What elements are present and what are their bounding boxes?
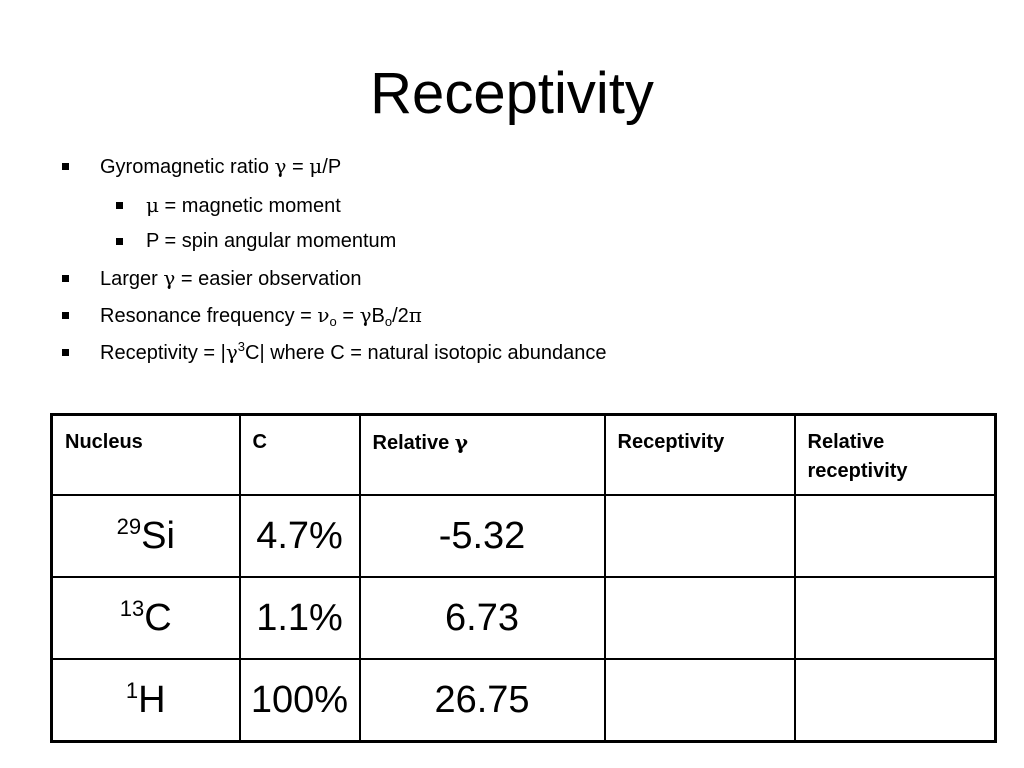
cell-relative-receptivity	[793, 575, 997, 660]
cell-c: 1.1%	[238, 575, 361, 660]
square-bullet-icon	[62, 163, 69, 170]
square-bullet-icon	[62, 349, 69, 356]
square-bullet-icon	[62, 312, 69, 319]
bullet-resonance-frequency: Resonance frequency = νo = γBo/2π	[62, 302, 422, 329]
bullet-gyromagnetic-ratio: Gyromagnetic ratio γ = μ/P	[62, 153, 341, 180]
cell-relative-gamma: 26.75	[358, 657, 606, 742]
header-relative-receptivity: Relative receptivity	[793, 413, 997, 496]
bullet-magnetic-moment: μ = magnetic moment	[116, 192, 341, 219]
square-bullet-icon	[62, 275, 69, 282]
square-bullet-icon	[116, 238, 123, 245]
cell-nucleus: 13C	[50, 575, 241, 660]
cell-c: 100%	[238, 657, 361, 742]
header-nucleus: Nucleus	[50, 413, 241, 496]
table-header-row: Nucleus C Relative γ Receptivity Relativ…	[50, 413, 997, 496]
cell-relative-receptivity	[793, 493, 997, 578]
cell-relative-gamma: -5.32	[358, 493, 606, 578]
cell-nucleus: 1H	[50, 657, 241, 742]
bullet-spin-angular-momentum: P = spin angular momentum	[116, 228, 396, 254]
slide-title: Receptivity	[370, 61, 654, 126]
square-bullet-icon	[116, 202, 123, 209]
cell-nucleus: 29Si	[50, 493, 241, 578]
receptivity-table: Nucleus C Relative γ Receptivity Relativ…	[50, 413, 997, 743]
cell-relative-receptivity	[793, 657, 997, 742]
header-relative-gamma: Relative γ	[358, 413, 606, 496]
cell-relative-gamma: 6.73	[358, 575, 606, 660]
table-row: 29Si 4.7% -5.32	[50, 493, 997, 578]
table-row: 1H 100% 26.75	[50, 657, 997, 742]
cell-receptivity	[603, 575, 796, 660]
cell-receptivity	[603, 493, 796, 578]
header-c: C	[238, 413, 361, 496]
table-row: 13C 1.1% 6.73	[50, 575, 997, 660]
cell-receptivity	[603, 657, 796, 742]
bullet-receptivity-definition: Receptivity = |γ3C| where C = natural is…	[62, 339, 607, 366]
cell-c: 4.7%	[238, 493, 361, 578]
bullet-larger-gamma: Larger γ = easier observation	[62, 265, 362, 292]
header-receptivity: Receptivity	[603, 413, 796, 496]
